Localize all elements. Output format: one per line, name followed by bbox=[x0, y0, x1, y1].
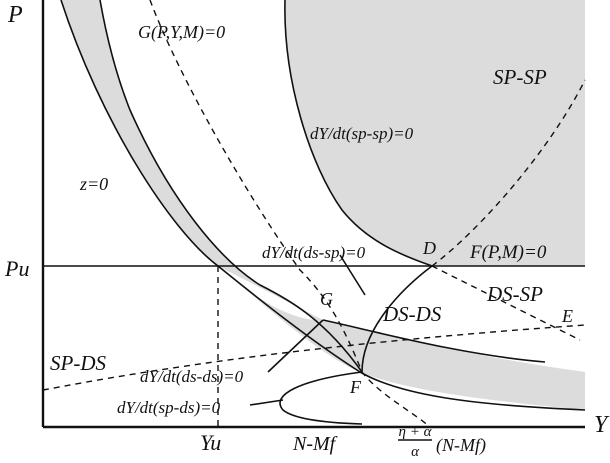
region-ds-ds: DS-DS bbox=[382, 302, 442, 326]
region-sp-sp: SP-SP bbox=[493, 65, 547, 89]
point-g: G bbox=[320, 289, 333, 309]
z-curve bbox=[60, 0, 586, 411]
g-curve-label: G(P,Y,M)=0 bbox=[138, 22, 225, 43]
region-ds-sp: DS-SP bbox=[486, 282, 543, 306]
x-tick-fraction-numerator: η + α bbox=[399, 424, 433, 440]
x-tick-fraction-suffix: (N-Mf) bbox=[436, 435, 486, 456]
g-curve bbox=[99, 0, 363, 373]
z-curve-label: z=0 bbox=[79, 174, 108, 194]
leader-ds-ds bbox=[267, 319, 324, 373]
point-d: D bbox=[422, 238, 436, 258]
y-axis-label: P bbox=[7, 2, 23, 28]
sp-sp-dashed-extension bbox=[431, 79, 586, 267]
shaded-region-ds-ds bbox=[218, 266, 585, 410]
sp-ds-curve bbox=[279, 371, 363, 425]
sp-ds-curve-label: dY/dt(sp-ds)=0 bbox=[117, 398, 221, 417]
region-sp-ds: SP-DS bbox=[50, 351, 106, 375]
p-level-label: Pu bbox=[4, 256, 29, 281]
leader-sp-ds bbox=[249, 399, 284, 406]
point-e: E bbox=[561, 306, 573, 326]
x-tick-nmf: N-Mf bbox=[292, 433, 338, 455]
point-f: F bbox=[349, 377, 362, 397]
x-tick-fraction-denominator: α bbox=[411, 444, 420, 460]
shaded-region-sp-sp bbox=[284, 0, 585, 266]
d-to-e-dashed bbox=[431, 265, 581, 341]
sp-sp-curve bbox=[284, 0, 434, 373]
sp-ds-dashed-line bbox=[42, 324, 586, 391]
sp-sp-curve-label: dY/dt(sp-sp)=0 bbox=[310, 124, 414, 143]
g-curve-dashed bbox=[149, 0, 431, 428]
leader-ds-sp bbox=[339, 254, 366, 296]
ds-ds-curve bbox=[322, 319, 546, 363]
y-level-label: Yu bbox=[200, 430, 221, 455]
x-axis-label: Y bbox=[594, 412, 610, 438]
ds-sp-curve-label: dY/dt(ds-sp)=0 bbox=[262, 243, 366, 262]
ds-ds-curve-label: dY/dt(ds-ds)=0 bbox=[140, 367, 244, 386]
f-curve-label: F(P,M)=0 bbox=[469, 242, 547, 263]
